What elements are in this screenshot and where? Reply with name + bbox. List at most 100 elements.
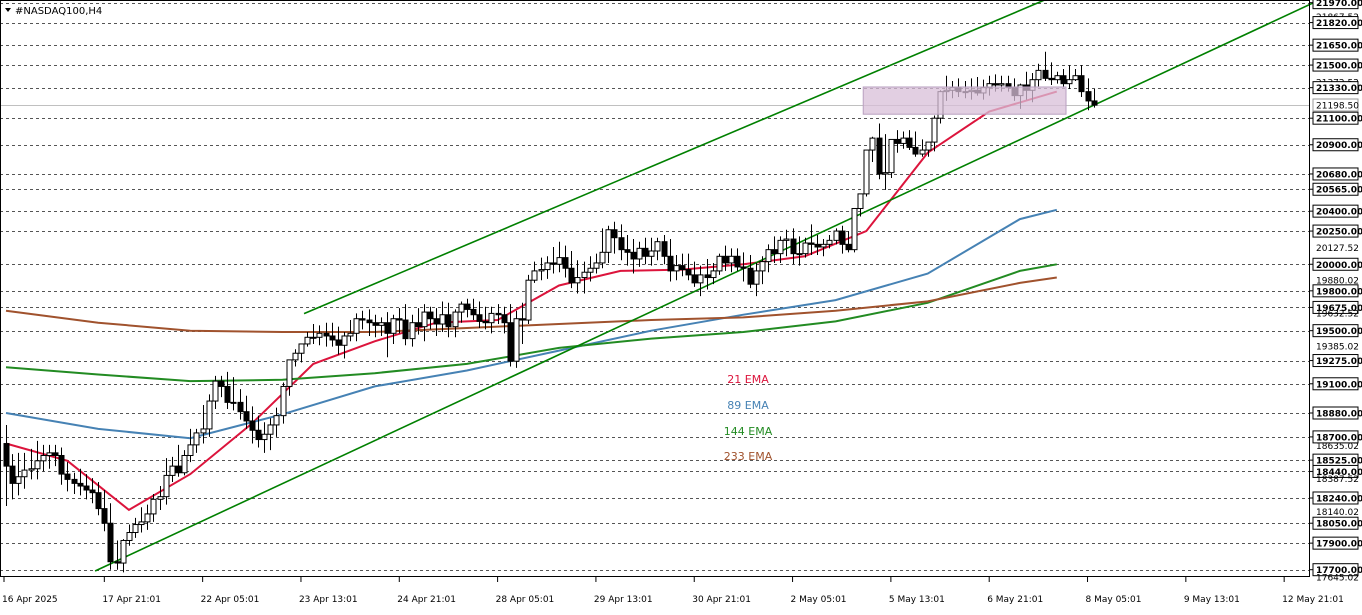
- plot-frame: [0, 0, 1310, 577]
- candle-body: [323, 332, 330, 337]
- price-axis[interactable]: 21970.0021867.5221820.0021650.0021500.00…: [1309, 0, 1362, 584]
- candle: [673, 254, 680, 281]
- overlay-objects[interactable]: [862, 86, 1067, 115]
- time-tick-label: 16 Apr 2025: [2, 595, 58, 605]
- candle-body: [144, 513, 151, 523]
- candle: [654, 237, 661, 261]
- candle: [21, 452, 28, 489]
- candle-body: [378, 322, 385, 326]
- candle-body: [409, 322, 416, 340]
- price-level-box: [1312, 354, 1359, 368]
- candle-body: [187, 444, 194, 456]
- candle: [71, 472, 78, 495]
- candle: [544, 256, 551, 279]
- candle: [52, 444, 59, 467]
- candle-body: [538, 269, 545, 272]
- candle: [826, 235, 833, 249]
- candle: [888, 138, 895, 178]
- channel-line[interactable]: [303, 0, 1115, 315]
- candle: [704, 258, 711, 290]
- price-level-label: 20000.00: [1316, 261, 1362, 271]
- time-axis[interactable]: 16 Apr 2025 17 Apr 21:01 22 Apr 05:01 23 Ap…: [2, 577, 1362, 605]
- candle: [402, 304, 409, 346]
- candle: [722, 245, 729, 271]
- candle-body: [820, 243, 827, 248]
- candle-body: [519, 318, 526, 321]
- candle-body: [796, 253, 803, 256]
- candle: [372, 314, 379, 338]
- candle-body: [876, 137, 883, 175]
- candle: [1085, 78, 1092, 111]
- time-tick-label: 5 May 13:01: [889, 595, 945, 605]
- candle-body: [304, 336, 311, 345]
- candle: [507, 304, 514, 367]
- candle-body: [298, 343, 305, 354]
- price-level-label: 19800.00: [1316, 287, 1362, 297]
- candle-body: [28, 468, 35, 471]
- candle-body: [476, 314, 483, 322]
- candle-body: [9, 465, 16, 484]
- candle: [1042, 51, 1049, 82]
- candle-body: [882, 172, 889, 175]
- candle: [359, 310, 366, 330]
- candle-body: [814, 243, 821, 248]
- candle-body: [132, 524, 139, 534]
- candle-body: [556, 257, 563, 265]
- channel-line[interactable]: [94, 0, 1319, 572]
- candle: [531, 261, 538, 283]
- candle: [587, 256, 594, 282]
- chart-title: #NASDAQ100,H4: [5, 6, 102, 17]
- candle-body: [107, 522, 114, 563]
- candle-body: [1060, 75, 1067, 85]
- candle-body: [734, 255, 741, 268]
- price-level-label: 17700.00: [1316, 566, 1362, 576]
- dropdown-triangle-icon[interactable]: [5, 8, 11, 12]
- candle: [126, 524, 133, 546]
- candle: [747, 254, 754, 289]
- candle: [230, 377, 237, 411]
- candle-body: [894, 138, 901, 144]
- candle: [390, 314, 397, 344]
- candle: [280, 382, 287, 424]
- candle: [882, 134, 889, 190]
- candle-body: [826, 239, 833, 245]
- ema-legend-label: 144 EMA: [724, 425, 773, 438]
- candle: [894, 130, 901, 153]
- candle-body: [925, 141, 932, 151]
- candle: [790, 228, 797, 265]
- candle-body: [1066, 79, 1073, 85]
- candle: [310, 324, 317, 344]
- candle: [470, 298, 477, 321]
- candle-body: [685, 269, 692, 276]
- candle: [458, 301, 465, 323]
- price-level-label: 19275.00: [1316, 357, 1362, 367]
- price-level-label: 20900.00: [1316, 141, 1362, 151]
- candle-body: [1054, 75, 1061, 81]
- price-level-label: 20680.00: [1316, 170, 1362, 180]
- price-level-label: 20565.00: [1316, 186, 1362, 196]
- price-tick-label: 20127.52: [1316, 244, 1359, 254]
- candle: [777, 236, 784, 263]
- time-tick-label: 22 Apr 05:01: [201, 595, 260, 605]
- candle-body: [439, 314, 446, 325]
- candle: [329, 322, 336, 347]
- candle-body: [77, 482, 84, 487]
- candle-body: [1042, 69, 1049, 79]
- consolidation-rectangle[interactable]: [862, 86, 1067, 115]
- ema-line: [5, 276, 1057, 333]
- candle: [771, 236, 778, 263]
- candle-body: [1072, 75, 1079, 81]
- candle: [255, 415, 262, 448]
- candle-body: [1078, 75, 1085, 93]
- candle: [28, 448, 35, 480]
- price-tick-label: 19632.52: [1316, 310, 1359, 320]
- candle-body: [581, 271, 588, 279]
- price-level-label: 21330.00: [1316, 84, 1362, 94]
- trend-channel[interactable]: [94, 0, 1319, 572]
- candle: [550, 247, 557, 274]
- candle-body: [46, 452, 53, 456]
- candle: [716, 253, 723, 275]
- candle: [157, 486, 164, 510]
